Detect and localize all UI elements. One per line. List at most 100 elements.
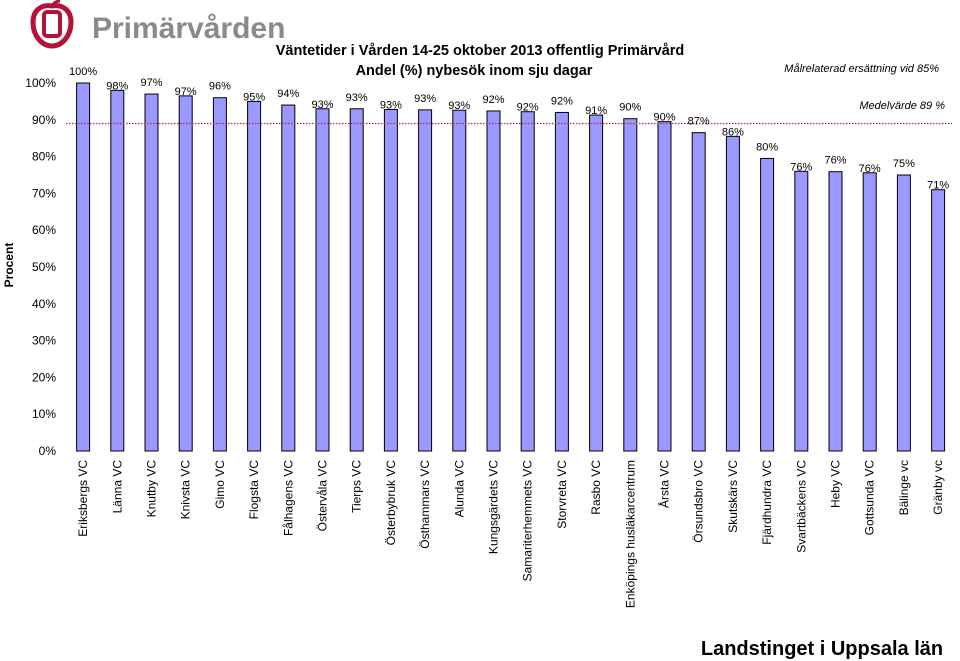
y-tick-label: 10%: [32, 407, 56, 421]
brand-name: Primärvården: [92, 12, 285, 45]
bar: [110, 89, 125, 452]
data-label: 93%: [414, 93, 436, 105]
data-label: 98%: [106, 80, 128, 92]
bar: [794, 170, 809, 452]
data-label: 95%: [243, 91, 265, 103]
bar: [418, 109, 433, 452]
y-tick-label: 60%: [32, 223, 56, 237]
data-label: 87%: [688, 116, 710, 128]
bar: [247, 100, 262, 452]
data-label: 97%: [175, 86, 197, 98]
data-label: 92%: [517, 102, 539, 114]
x-tick-label: Eriksbergs VC: [76, 460, 90, 537]
x-tick-label: Enköpings husläkarcentrum: [623, 460, 637, 608]
x-tick-label: Örsundsbro VC: [692, 460, 706, 543]
bar: [862, 172, 877, 452]
chart-title-line1: Väntetider i Vården 14-25 oktober 2013 o…: [276, 43, 685, 59]
x-tick-label: Heby VC: [829, 460, 843, 508]
bar: [657, 121, 672, 452]
data-label: 76%: [824, 155, 846, 167]
y-tick-label: 80%: [32, 150, 56, 164]
target-annotation: Målrelaterad ersättning vid 85%: [784, 63, 939, 75]
bar: [486, 110, 501, 452]
bar: [178, 95, 193, 452]
x-tick-label: Länna VC: [110, 460, 124, 514]
x-tick-label: Gottsunda VC: [863, 460, 877, 536]
bar: [725, 135, 740, 452]
data-label: 86%: [722, 126, 744, 138]
x-tick-label: Samariterhemmets VC: [521, 460, 535, 582]
bar: [383, 108, 398, 452]
data-label: 90%: [619, 102, 641, 114]
chart-title-line2: Andel (%) nybesök inom sju dagar: [356, 63, 593, 79]
y-tick-label: 90%: [32, 113, 56, 127]
x-tick-label: Östhammars VC: [418, 460, 432, 549]
data-label: 91%: [585, 105, 607, 117]
bar: [623, 118, 638, 452]
y-tick-label: 20%: [32, 370, 56, 384]
bar: [315, 108, 330, 452]
x-tick-label: Tierps VC: [350, 460, 364, 513]
bar: [589, 114, 604, 452]
y-tick-label: 30%: [32, 334, 56, 348]
apple-icon: [30, 0, 74, 49]
bar: [281, 104, 296, 452]
x-tick-label: Fålhagens VC: [281, 460, 295, 536]
data-label: 76%: [790, 161, 812, 173]
data-labels: 100% 98% 97% 97% 96% 95% 94% 93% 93% 93% 93% 93% 92%…: [69, 66, 949, 192]
y-tick-label: 0%: [39, 444, 57, 458]
y-tick-label: 50%: [32, 260, 56, 274]
data-label: 92%: [482, 94, 504, 106]
bar: [520, 111, 535, 452]
footer-text: Landstinget i Uppsala län: [701, 638, 943, 660]
data-label: 94%: [277, 88, 299, 100]
x-tick-label: Storvreta VC: [555, 460, 569, 529]
bar: [931, 189, 946, 452]
x-tick-label: Gränby vc: [931, 460, 945, 515]
x-tick-label: Kungsgärdets VC: [487, 460, 501, 554]
x-tick-label: Östervåla VC: [316, 460, 330, 532]
bar: [828, 171, 843, 452]
data-label: 93%: [448, 100, 470, 112]
data-label: 100%: [69, 66, 97, 78]
bar: [896, 174, 911, 452]
bar: [76, 82, 91, 452]
x-tick-label: Knutby VC: [145, 460, 159, 518]
y-tick-label: 100%: [25, 76, 56, 90]
bar: [212, 97, 227, 452]
bar: [349, 108, 364, 452]
x-tick-label: Skutskärs VC: [726, 460, 740, 533]
x-tick-label: Fjärdhundra VC: [760, 460, 774, 545]
y-tick-label: 40%: [32, 297, 56, 311]
data-label: 93%: [380, 99, 402, 111]
bar: [760, 157, 775, 452]
x-tick-label: Bälinge vc: [897, 460, 911, 515]
y-axis-ticks: 0% 10% 20% 30% 40% 50% 60% 70% 80% 90% 100%: [25, 76, 56, 458]
y-axis-label: Procent: [2, 243, 16, 288]
data-label: 75%: [893, 158, 915, 170]
x-tick-label: Knivsta VC: [179, 460, 193, 520]
x-tick-label: Svartbäckens VC: [794, 460, 808, 553]
y-tick-label: 70%: [32, 186, 56, 200]
data-label: 71%: [927, 180, 949, 192]
data-label: 92%: [551, 95, 573, 107]
bar: [452, 109, 467, 452]
bar: [554, 111, 569, 452]
x-tick-label: Gimo VC: [213, 460, 227, 509]
data-label: 80%: [756, 141, 778, 153]
data-label: 90%: [653, 112, 675, 124]
x-axis-labels: Eriksbergs VC Länna VC Knutby VC Knivsta VC…: [76, 460, 945, 608]
average-annotation: Medelvärde 89 %: [859, 100, 945, 112]
x-tick-label: Flogsta VC: [247, 460, 261, 520]
x-tick-label: Rasbo VC: [589, 460, 603, 515]
bar: [691, 132, 706, 452]
data-label: 93%: [346, 92, 368, 104]
data-label: 93%: [311, 99, 333, 111]
data-label: 97%: [140, 77, 162, 89]
bar: [144, 93, 159, 452]
x-tick-label: Alunda VC: [452, 460, 466, 518]
x-tick-label: Årsta VC: [657, 460, 672, 508]
bars: [76, 82, 946, 452]
data-label: 76%: [859, 163, 881, 175]
